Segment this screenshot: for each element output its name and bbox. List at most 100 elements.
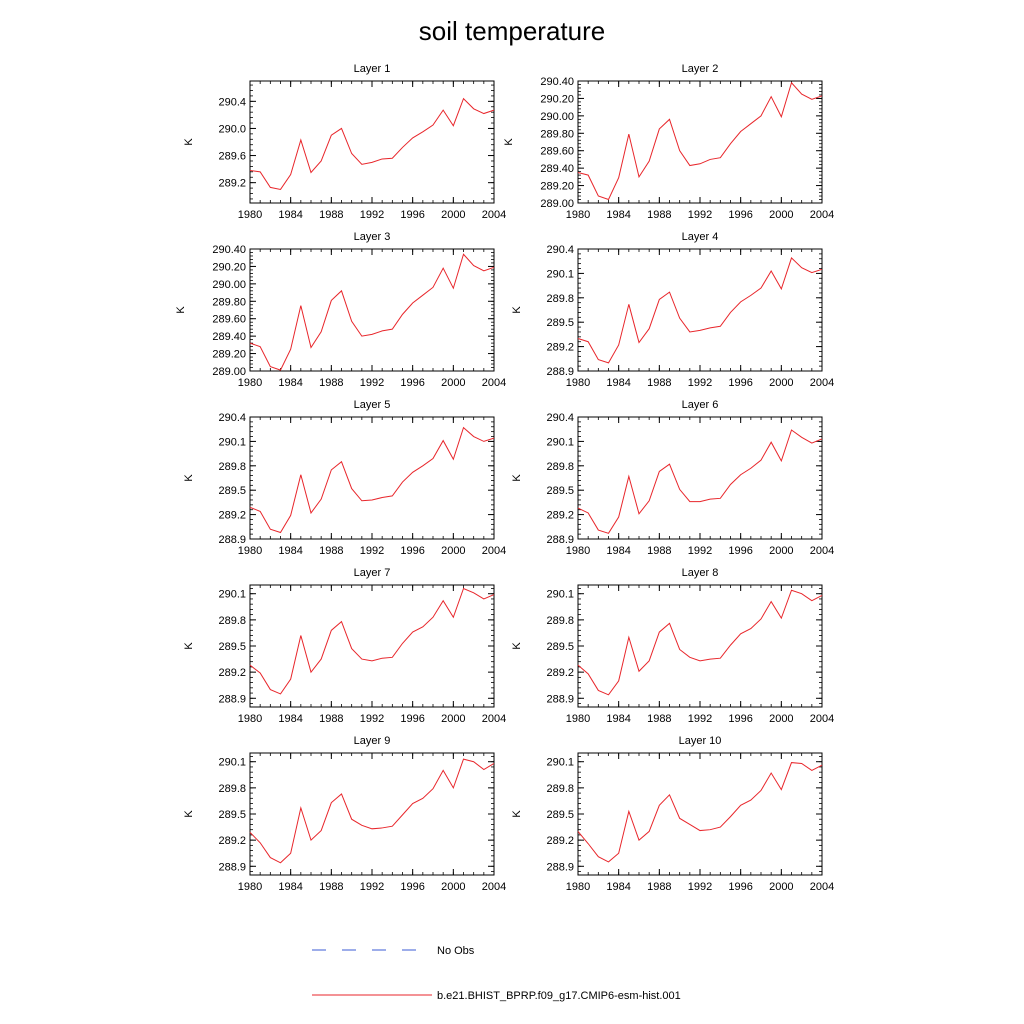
series-line (249, 426, 495, 534)
y-tick-label: 289.2 (218, 510, 246, 522)
y-tick-label: 289.6 (218, 151, 246, 163)
x-tick-label: 1980 (566, 209, 590, 221)
x-tick-label: 1996 (728, 209, 752, 221)
x-tick-label: 2004 (482, 209, 506, 221)
y-tick-label: 290.20 (212, 261, 246, 273)
legend-label-model-run: b.e21.BHIST_BPRP.f09_g17.CMIP6-esm-hist.… (437, 990, 681, 1002)
series-line (249, 97, 495, 190)
y-tick-label: 289.8 (546, 293, 574, 305)
y-tick-label: 289.8 (546, 615, 574, 627)
x-tick-label: 1984 (278, 377, 302, 389)
y-tick-label: 290.00 (540, 111, 574, 123)
x-tick-label: 1992 (688, 209, 712, 221)
y-axis-label: K (175, 306, 187, 314)
plot-frame (249, 416, 495, 540)
y-axis-label: K (511, 810, 523, 818)
x-tick-label: 1984 (606, 209, 630, 221)
y-tick-label: 288.9 (546, 693, 574, 705)
y-tick-label: 289.00 (540, 198, 574, 210)
x-tick-label: 1996 (400, 209, 424, 221)
x-tick-label: 1984 (278, 209, 302, 221)
plot-frame (249, 584, 495, 708)
x-tick-label: 2004 (810, 881, 834, 893)
x-tick-label: 2000 (769, 209, 793, 221)
panel-title: Layer 1 (354, 63, 391, 75)
x-tick-label: 2000 (769, 545, 793, 557)
y-tick-label: 289.2 (546, 510, 574, 522)
panel-title: Layer 5 (354, 399, 391, 411)
x-tick-label: 1996 (728, 377, 752, 389)
x-tick-label: 1984 (606, 545, 630, 557)
series-line (577, 81, 823, 201)
x-tick-label: 2004 (482, 377, 506, 389)
y-tick-label: 289.60 (212, 314, 246, 326)
x-tick-label: 1992 (360, 377, 384, 389)
x-tick-label: 1992 (360, 209, 384, 221)
x-tick-label: 2004 (810, 713, 834, 725)
series-line (249, 587, 495, 695)
x-tick-label: 1996 (728, 545, 752, 557)
panel-title: Layer 4 (682, 231, 719, 243)
y-tick-label: 289.5 (546, 317, 574, 329)
y-axis-label: K (511, 642, 523, 650)
x-tick-label: 2000 (769, 881, 793, 893)
panel-layer-5: Layer 5 1980 1984 1988 1992 1996 2000 2004 288.9… (183, 399, 506, 557)
series-line (249, 253, 495, 371)
y-tick-label: 290.40 (540, 76, 574, 88)
y-tick-label: 289.2 (218, 667, 246, 679)
plot-frame (249, 80, 495, 204)
x-tick-label: 1980 (566, 881, 590, 893)
y-tick-label: 289.5 (546, 641, 574, 653)
y-tick-label: 290.1 (218, 589, 246, 601)
y-tick-label: 290.1 (546, 268, 574, 280)
legend-label-no-obs: No Obs (437, 945, 475, 957)
x-tick-label: 2004 (482, 713, 506, 725)
y-tick-label: 290.4 (218, 96, 246, 108)
x-tick-label: 1996 (400, 713, 424, 725)
x-tick-label: 1988 (647, 713, 671, 725)
plot-frame (249, 248, 495, 372)
y-tick-label: 288.9 (546, 861, 574, 873)
y-tick-label: 290.00 (212, 279, 246, 291)
x-tick-label: 1996 (728, 881, 752, 893)
x-tick-label: 1980 (238, 881, 262, 893)
panel-layer-9: Layer 9 1980 1984 1988 1992 1996 2000 2004 288.9… (183, 735, 506, 893)
x-tick-label: 1988 (319, 545, 343, 557)
y-tick-label: 289.8 (218, 783, 246, 795)
x-tick-label: 2000 (441, 377, 465, 389)
y-axis-label: K (511, 474, 523, 482)
x-tick-label: 1996 (400, 545, 424, 557)
y-tick-label: 289.20 (212, 349, 246, 361)
x-tick-label: 1984 (278, 881, 302, 893)
y-tick-label: 290.0 (218, 123, 246, 135)
panel-title: Layer 10 (679, 735, 722, 747)
y-axis-label: K (183, 642, 195, 650)
panel-layer-6: Layer 6 1980 1984 1988 1992 1996 2000 2004 288.9… (511, 399, 834, 557)
x-tick-label: 1988 (319, 713, 343, 725)
x-tick-label: 2004 (810, 209, 834, 221)
y-tick-label: 289.8 (546, 783, 574, 795)
y-tick-label: 289.2 (546, 342, 574, 354)
x-tick-label: 1992 (360, 713, 384, 725)
series-line (577, 762, 823, 863)
panel-title: Layer 3 (354, 231, 391, 243)
series-line (577, 589, 823, 696)
panel-layer-8: Layer 8 1980 1984 1988 1992 1996 2000 2004 288.9… (511, 567, 834, 725)
x-tick-label: 1984 (606, 713, 630, 725)
y-tick-label: 288.9 (218, 534, 246, 546)
x-tick-label: 2000 (769, 713, 793, 725)
x-tick-label: 2000 (769, 377, 793, 389)
x-tick-label: 1980 (238, 545, 262, 557)
chart-panels: Layer 1 1980 1984 1988 1992 1996 2000 2004 289.2… (175, 63, 834, 893)
y-tick-label: 290.40 (212, 244, 246, 256)
y-tick-label: 289.8 (218, 615, 246, 627)
x-tick-label: 2000 (441, 713, 465, 725)
x-tick-label: 1988 (647, 545, 671, 557)
panel-title: Layer 2 (682, 63, 719, 75)
y-tick-label: 289.20 (540, 181, 574, 193)
y-axis-label: K (183, 474, 195, 482)
x-tick-label: 1984 (606, 377, 630, 389)
panel-layer-1: Layer 1 1980 1984 1988 1992 1996 2000 2004 289.2… (183, 63, 506, 221)
x-tick-label: 1988 (647, 377, 671, 389)
x-tick-label: 2004 (810, 545, 834, 557)
